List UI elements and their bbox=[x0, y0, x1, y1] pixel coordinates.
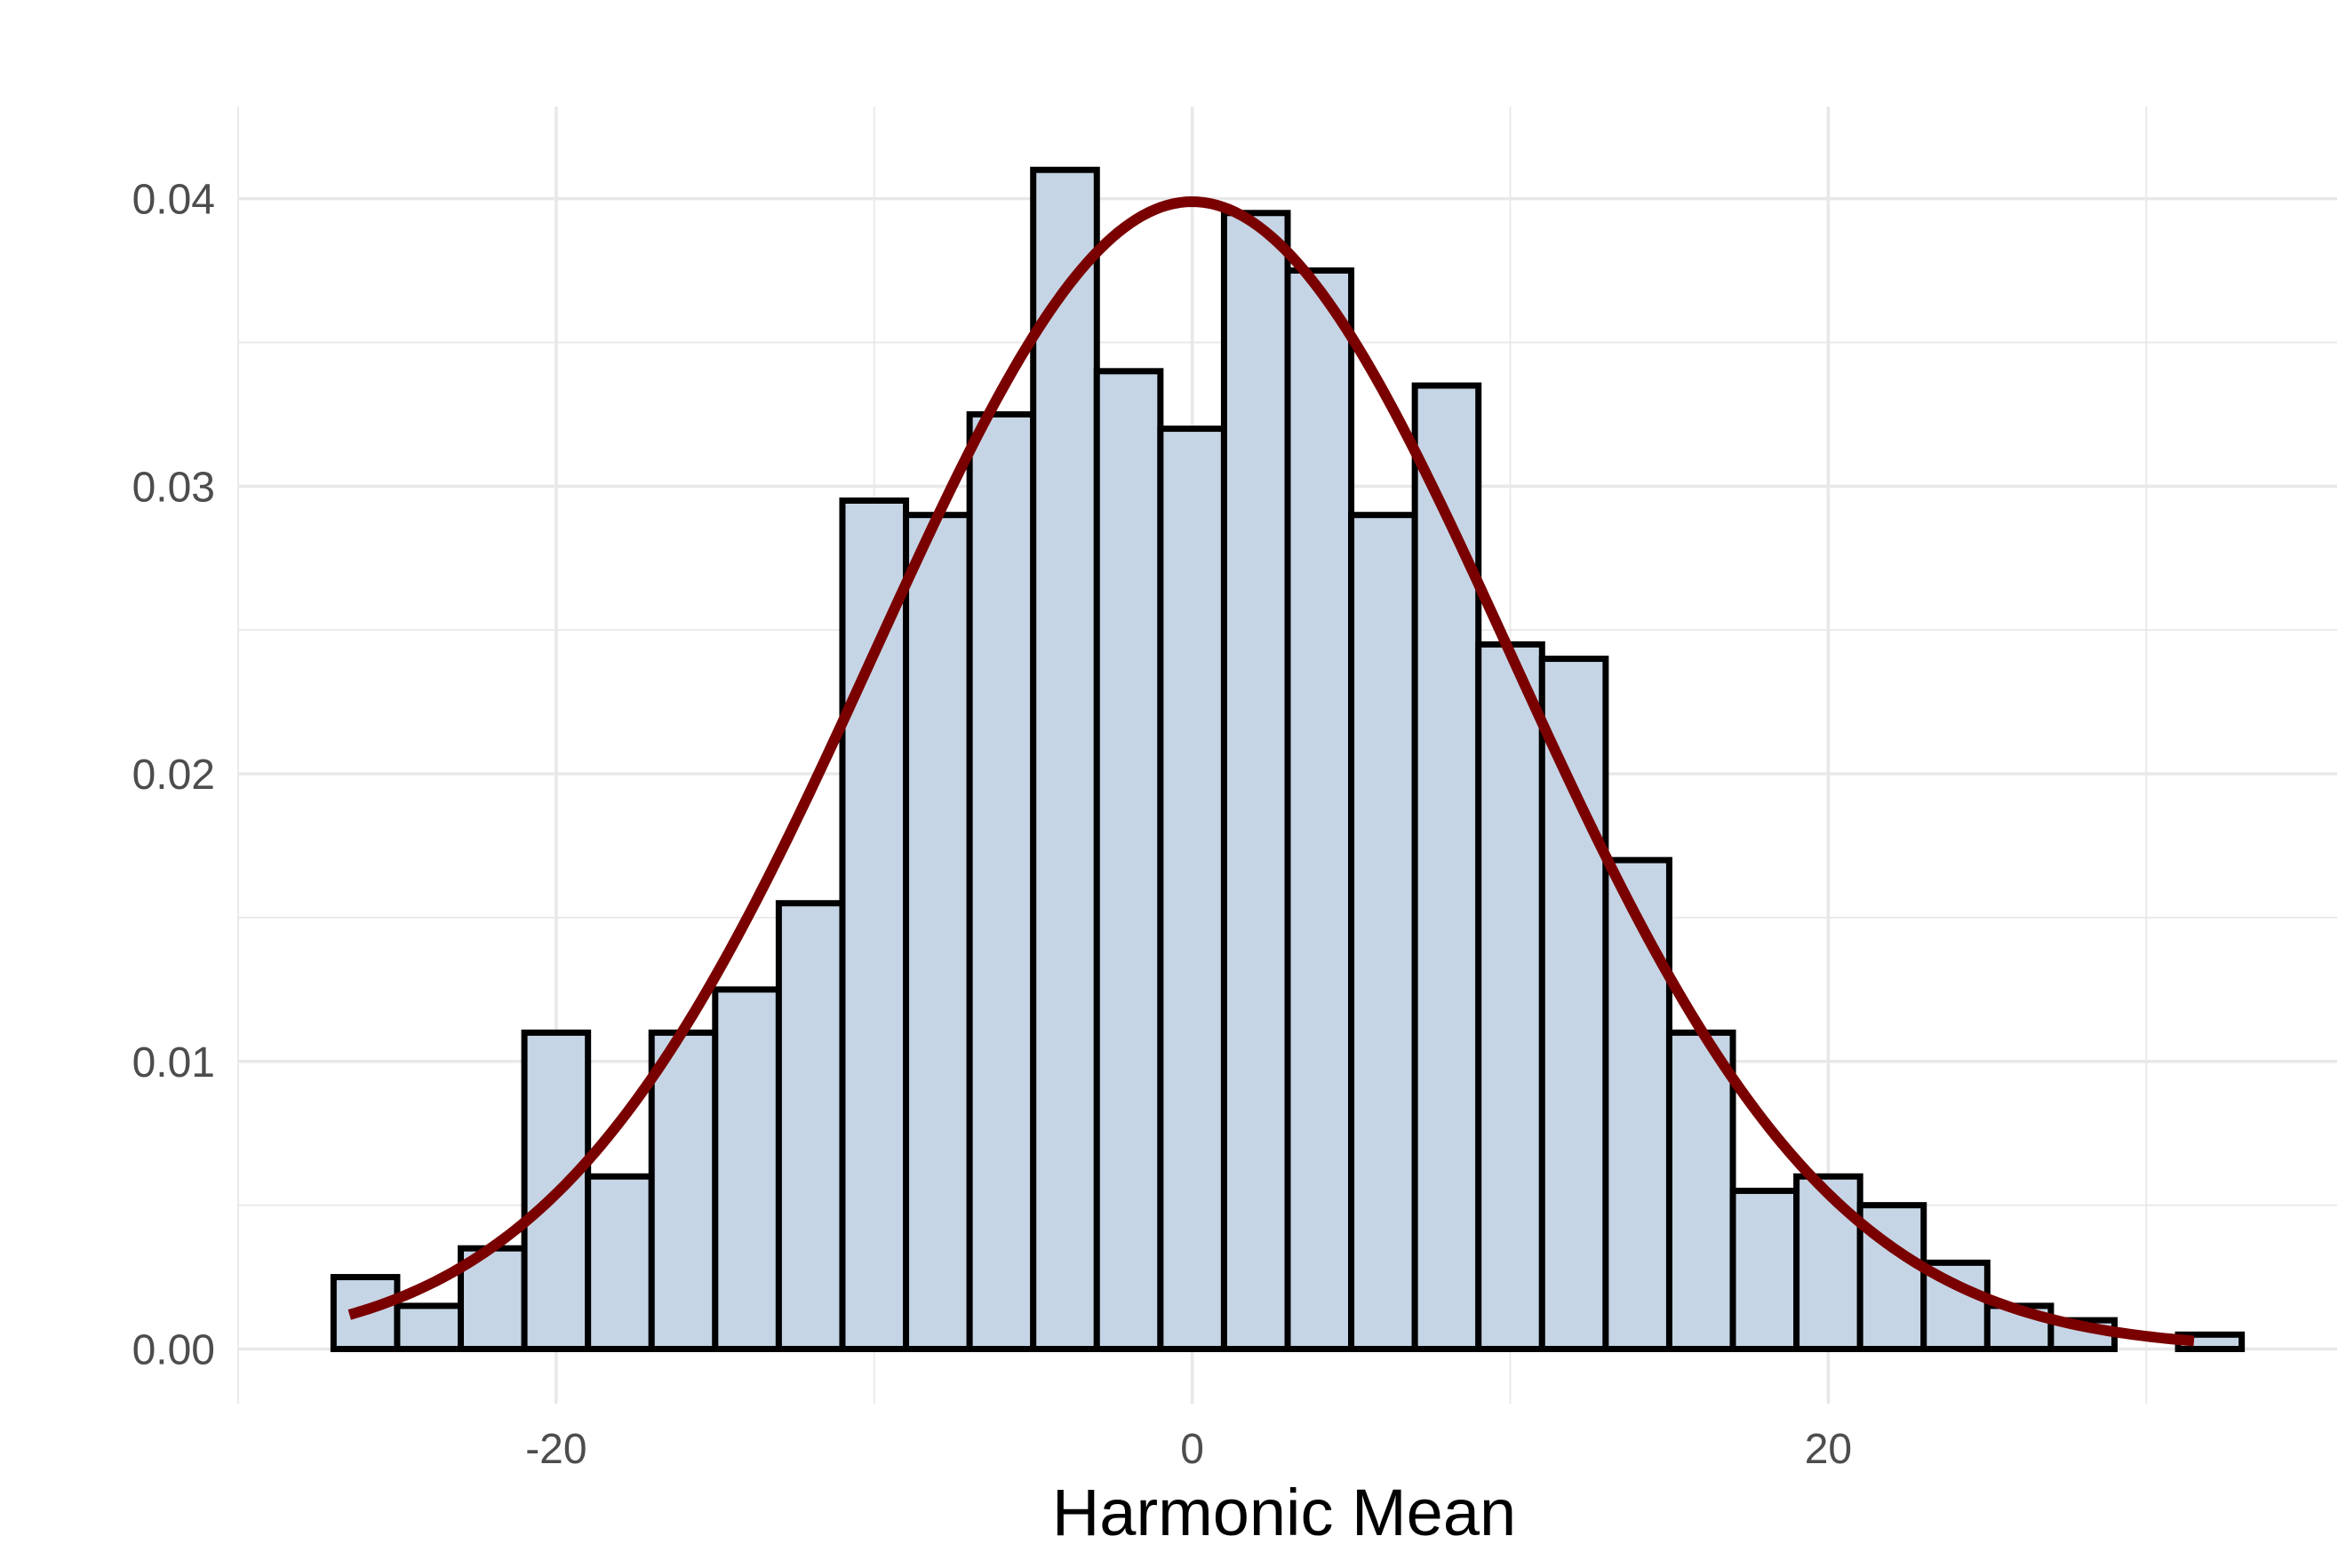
y-tick-label: 0.03 bbox=[132, 464, 215, 511]
y-tick-label: 0.02 bbox=[132, 752, 215, 799]
x-tick-label: 0 bbox=[1180, 1426, 1204, 1473]
histogram-bar bbox=[1157, 426, 1227, 1352]
histogram-bar bbox=[903, 512, 973, 1352]
histogram-bar bbox=[1665, 1029, 1736, 1352]
histogram-bar bbox=[1538, 656, 1609, 1352]
histogram-bar bbox=[712, 986, 782, 1352]
y-axis-tick-labels: 0.00 0.01 0.02 0.03 0.04 bbox=[132, 177, 215, 1374]
histogram-bar bbox=[1602, 856, 1672, 1352]
histogram-bar bbox=[775, 900, 846, 1352]
y-tick-label: 0.01 bbox=[132, 1039, 215, 1086]
x-tick-label: -20 bbox=[525, 1426, 586, 1473]
y-tick-label: 0.00 bbox=[132, 1326, 215, 1373]
density-curve bbox=[347, 196, 2195, 1347]
histogram-bar bbox=[1729, 1187, 1800, 1352]
histogram-bar bbox=[458, 1245, 528, 1352]
histogram-bar bbox=[839, 497, 910, 1352]
histogram-bar bbox=[648, 1029, 719, 1352]
histogram-bar bbox=[1220, 210, 1291, 1352]
histogram-bar bbox=[1411, 382, 1482, 1352]
histogram-bar bbox=[1093, 368, 1164, 1352]
x-axis-title: Harmonic Mean bbox=[1052, 1476, 1516, 1549]
histogram-bar bbox=[1475, 641, 1545, 1352]
histogram-bar bbox=[1284, 267, 1355, 1352]
x-tick-label: 20 bbox=[1805, 1426, 1852, 1473]
histogram-bar bbox=[1030, 166, 1100, 1352]
x-axis-tick-labels: -20 0 20 bbox=[525, 1426, 1852, 1473]
histogram-bar bbox=[966, 410, 1037, 1352]
histogram-bar bbox=[1348, 512, 1418, 1352]
histogram-bar bbox=[1793, 1173, 1863, 1352]
y-tick-label: 0.04 bbox=[132, 177, 215, 224]
histogram-bar bbox=[394, 1302, 465, 1352]
histogram-bar bbox=[585, 1173, 655, 1352]
